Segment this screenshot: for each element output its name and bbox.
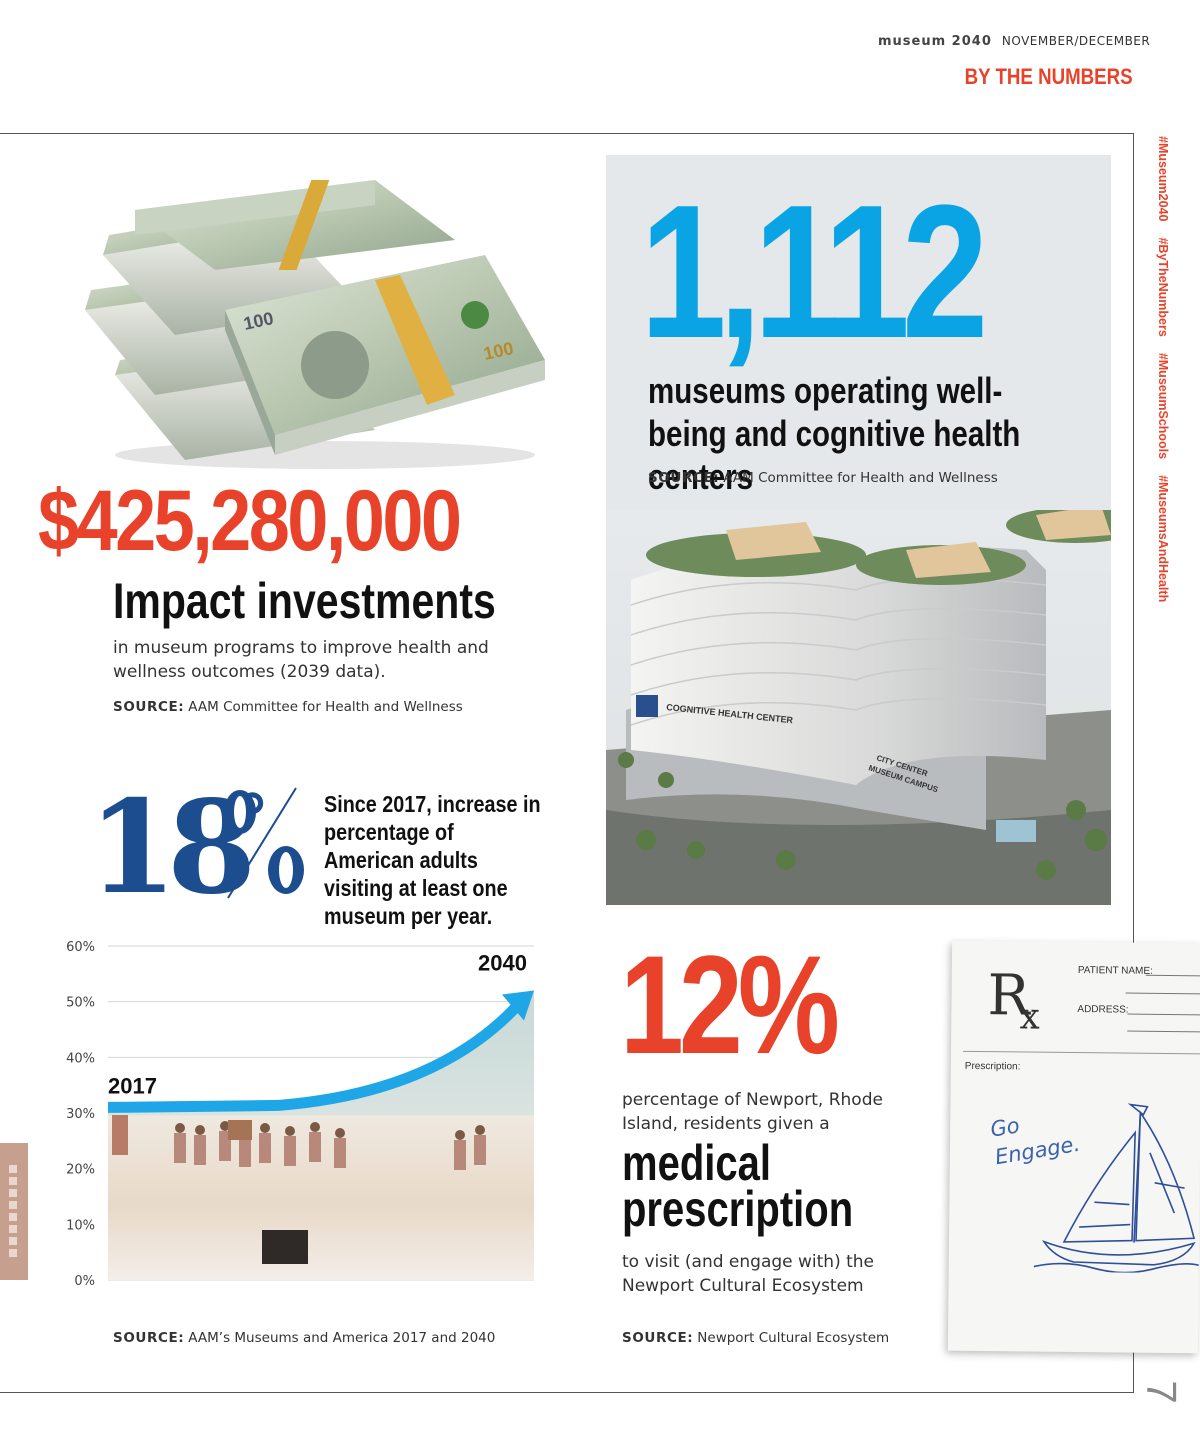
hashtag: #MuseumsAndHealth	[1156, 475, 1170, 603]
newport-figure: 12%	[620, 926, 840, 1083]
impact-title: Impact investments	[113, 573, 496, 629]
frame-bottom-rule	[0, 1392, 1134, 1393]
newport-highlight: medical prescription	[622, 1135, 854, 1237]
y-tick-label: 10%	[66, 1218, 95, 1233]
hashtag-strip: #Museum2040 #ByTheNumbers #MuseumSchools #M…	[1152, 136, 1170, 626]
wellbeing-panel: 1,112 museums operating well-being and c…	[606, 155, 1111, 905]
visits-chart: 60% 50% 40% 30% 20% 10% 0% 2017 2040	[66, 940, 535, 1289]
museum-building-image: COGNITIVE HEALTH CENTER CITY CENTER MUSE…	[606, 510, 1111, 905]
gallery-visitor-body	[174, 1133, 186, 1163]
visits-source: SOURCE: AAM’s Museums and America 2017 an…	[113, 1330, 495, 1346]
magazine-name: museum 2040	[878, 34, 992, 49]
divider	[962, 1050, 1200, 1055]
gallery-visitor-body	[194, 1135, 206, 1165]
impact-figure: $425,280,000	[38, 473, 462, 569]
hashtag: #MuseumSchools	[1156, 352, 1170, 460]
source-key: SOURCE:	[622, 1330, 694, 1346]
gallery-artwork	[112, 1115, 128, 1155]
gallery-visitor	[285, 1126, 295, 1136]
gallery-visitor-body	[239, 1137, 251, 1167]
gallery-visitor-body	[309, 1132, 321, 1162]
frame-right-rule	[1133, 133, 1134, 1393]
y-tick-label: 60%	[66, 940, 95, 955]
impact-source: SOURCE: AAM Committee for Health and Well…	[113, 699, 463, 715]
prescription-note: Rx PATIENT NAME: ADDRESS: Prescription: …	[947, 940, 1200, 1354]
source-key: SOURCE:	[648, 470, 720, 486]
point-label-2040: 2040	[478, 951, 527, 976]
source-value: Newport Cultural Ecosystem	[697, 1330, 890, 1346]
edge-tab	[0, 1143, 28, 1280]
source-key: SOURCE:	[113, 1330, 185, 1346]
visits-figure-number: 18	[88, 773, 250, 910]
patient-name-label: PATIENT NAME:	[1077, 965, 1153, 977]
point-label-2017: 2017	[108, 1073, 157, 1098]
gallery-visitor	[220, 1121, 230, 1131]
gallery-visitor	[335, 1128, 345, 1138]
y-tick-label: 0%	[74, 1274, 95, 1289]
rx-symbol: Rx	[987, 963, 1041, 1038]
gallery-visitor	[475, 1125, 485, 1135]
wellbeing-description: museums operating well-being and cogniti…	[648, 370, 1021, 497]
prescription-label: Prescription:	[964, 1060, 1021, 1073]
address-line	[1127, 1013, 1200, 1016]
wellbeing-source: SOURCE: AAM Committee for Health and Well…	[648, 470, 998, 486]
gallery-visitor-body	[284, 1136, 296, 1166]
sailboat-drawing	[1033, 1103, 1199, 1274]
gallery-visitor-body	[259, 1133, 271, 1163]
gallery-visitor-body	[334, 1138, 346, 1168]
money-stack-image: 100 100	[85, 180, 545, 469]
source-value: AAM Committee for Health and Wellness	[188, 699, 463, 715]
newport-description-end: to visit (and engage with) the Newport C…	[622, 1252, 875, 1296]
patient-name-line-2	[1125, 992, 1200, 995]
wellbeing-figure: 1,112	[640, 166, 988, 378]
newport-source: SOURCE: Newport Cultural Ecosystem	[622, 1330, 889, 1346]
gallery-visitor	[455, 1130, 465, 1140]
trend-line	[107, 996, 527, 1113]
newport-description: percentage of Newport, Rhode Island, res…	[622, 1090, 883, 1134]
y-tick-label: 50%	[66, 996, 95, 1011]
y-tick-label: 30%	[66, 1107, 95, 1122]
hashtag: #Museum2040	[1156, 136, 1170, 222]
magazine-header: museum 2040 NOVEMBER/DECEMBER	[878, 34, 1150, 49]
gallery-visitor	[260, 1123, 270, 1133]
gallery-visitor	[310, 1122, 320, 1132]
y-tick-label: 20%	[66, 1163, 95, 1178]
gallery-visitor	[175, 1123, 185, 1133]
frame-top-rule	[0, 133, 1134, 134]
address-label: ADDRESS:	[1077, 1004, 1129, 1016]
gallery-visitor	[195, 1125, 205, 1135]
impact-description: in museum programs to improve health and…	[113, 638, 489, 682]
visits-figure: 18 °	[88, 773, 304, 910]
source-value: AAM Committee for Health and Wellness	[723, 470, 998, 486]
trend-arrowhead	[502, 990, 534, 1021]
y-tick-label: 40%	[66, 1051, 95, 1066]
gallery-visitor-body	[454, 1140, 466, 1170]
section-title: BY THE NUMBERS	[965, 64, 1133, 89]
hashtag: #ByTheNumbers	[1156, 237, 1170, 337]
source-key: SOURCE:	[113, 699, 185, 715]
issue-date: NOVEMBER/DECEMBER	[1001, 34, 1151, 48]
address-line-2	[1127, 1030, 1200, 1033]
page-number: 7	[1138, 1380, 1186, 1404]
gallery-visitor-body	[474, 1135, 486, 1165]
gallery-artwork	[228, 1120, 252, 1140]
source-value: AAM’s Museums and America 2017 and 2040	[188, 1330, 496, 1346]
visits-description: Since 2017, increase in percentage of Am…	[324, 791, 541, 929]
gallery-bench	[262, 1230, 308, 1264]
patient-name-line	[1145, 974, 1200, 977]
